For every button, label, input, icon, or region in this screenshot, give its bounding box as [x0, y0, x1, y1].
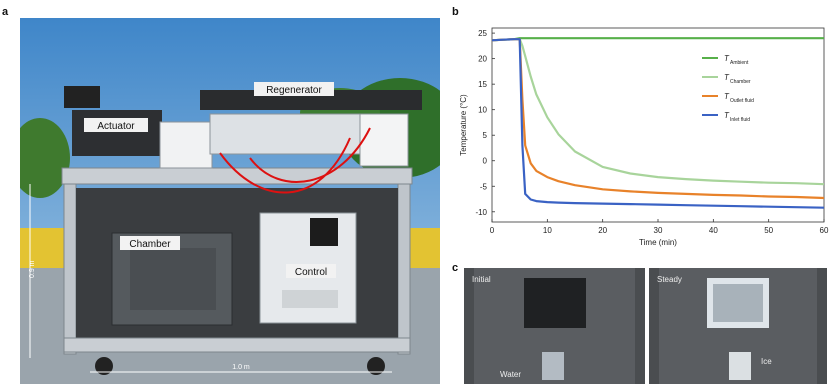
y-axis-label: Temperature (°C): [459, 94, 468, 156]
chart-series: [491, 37, 825, 209]
legend-subscript: Inlet fluid: [730, 117, 750, 123]
initial-label: Initial: [472, 275, 491, 284]
ice-label: Ice: [761, 357, 772, 366]
legend-label: T: [724, 111, 730, 120]
legend-label: T: [724, 54, 730, 63]
x-tick-label: 30: [654, 226, 663, 235]
legend-subscript: Ambient: [730, 60, 749, 66]
series-line-ambient: [491, 37, 824, 42]
x-tick-label: 0: [490, 226, 495, 235]
x-tick-label: 60: [820, 226, 829, 235]
y-tick-label: 25: [478, 29, 487, 38]
x-axis-label: Time (min): [639, 238, 677, 247]
x-tick-label: 10: [543, 226, 552, 235]
apparatus-photo: Regenerator Actuator Chamber Control 0.9…: [20, 18, 440, 384]
water-label: Water: [500, 370, 521, 379]
width-dimension: 1.0 m: [232, 364, 250, 371]
panel-label-b: b: [452, 6, 459, 18]
regenerator-label: Regenerator: [266, 85, 322, 96]
x-tick-label: 50: [764, 226, 773, 235]
series-line-inlet-fluid: [491, 38, 825, 209]
legend-subscript: Chamber: [730, 79, 751, 85]
chamber-label: Chamber: [129, 239, 171, 250]
legend-label: T: [724, 92, 730, 101]
control-label: Control: [295, 267, 327, 278]
y-tick-label: 15: [478, 80, 487, 89]
y-tick-label: 5: [483, 131, 488, 140]
steady-label: Steady: [657, 275, 682, 284]
panel-label-c: c: [452, 262, 459, 274]
x-tick-label: 40: [709, 226, 718, 235]
chamber-photo-initial: Initial Water: [464, 268, 645, 384]
y-tick-label: 10: [478, 106, 487, 115]
x-tick-label: 20: [598, 226, 607, 235]
chamber-photo-steady: Steady Ice: [649, 268, 827, 384]
y-tick-label: 0: [483, 157, 488, 166]
y-tick-label: -10: [475, 208, 487, 217]
legend-subscript: Outlet fluid: [730, 98, 754, 104]
series-line-outlet-fluid: [491, 38, 825, 200]
actuator-label: Actuator: [97, 121, 135, 132]
series-line-chamber: [491, 38, 825, 186]
y-tick-label: -5: [480, 182, 488, 191]
legend-label: T: [724, 73, 730, 82]
y-tick-label: 20: [478, 55, 487, 64]
panel-label-a: a: [2, 6, 9, 18]
height-dimension: 0.9 m: [29, 260, 36, 278]
